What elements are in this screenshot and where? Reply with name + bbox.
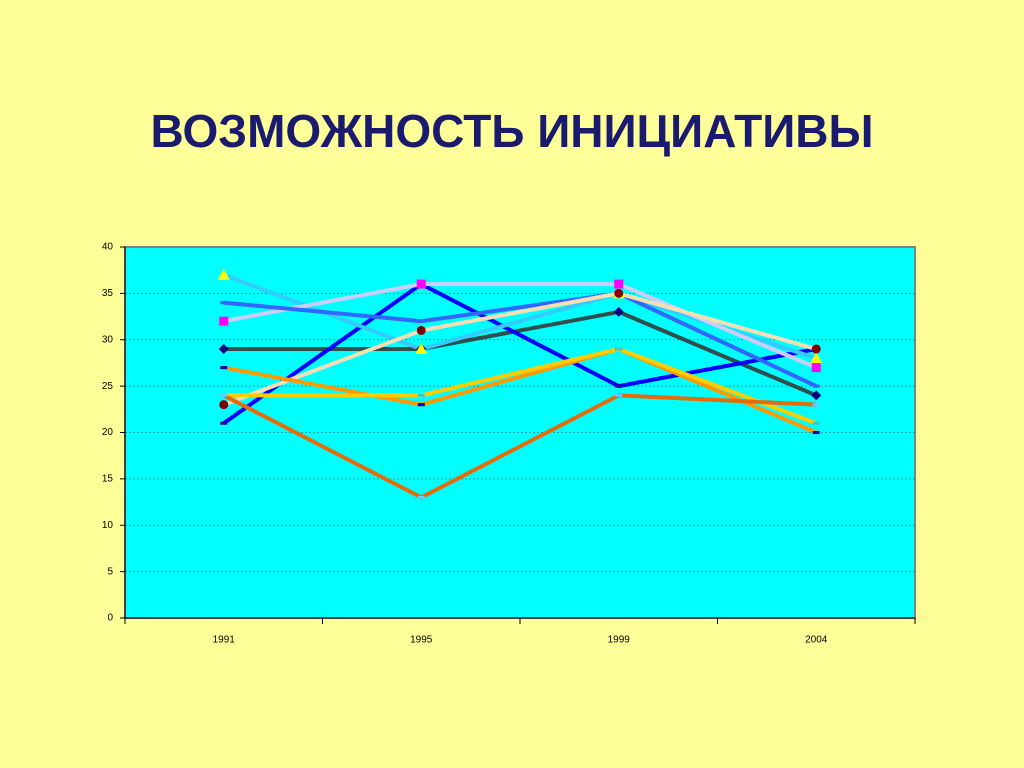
marker bbox=[812, 431, 820, 434]
y-tick-label: 25 bbox=[102, 381, 114, 392]
marker bbox=[220, 301, 228, 305]
marker bbox=[416, 325, 426, 335]
series-line bbox=[223, 282, 818, 370]
series-line bbox=[223, 309, 818, 398]
x-tick-label: 1999 bbox=[608, 635, 631, 646]
marker bbox=[416, 279, 426, 289]
marker bbox=[417, 495, 425, 499]
y-tick-label: 5 bbox=[107, 566, 113, 577]
marker bbox=[219, 400, 229, 410]
marker bbox=[811, 344, 821, 354]
marker bbox=[417, 403, 425, 407]
marker bbox=[812, 384, 820, 388]
y-tick-label: 0 bbox=[107, 613, 113, 624]
marker bbox=[811, 390, 822, 401]
x-tick-label: 1995 bbox=[410, 635, 433, 646]
x-tick-label: 2004 bbox=[805, 635, 828, 646]
marker bbox=[613, 306, 624, 317]
y-tick-label: 15 bbox=[102, 474, 114, 485]
y-tick-label: 30 bbox=[102, 334, 114, 345]
marker bbox=[615, 393, 623, 397]
marker bbox=[217, 268, 230, 280]
x-tick-label: 1991 bbox=[213, 635, 236, 646]
marker bbox=[417, 319, 425, 323]
marker bbox=[417, 393, 425, 397]
series-line bbox=[222, 393, 817, 500]
series-line bbox=[222, 282, 817, 425]
marker bbox=[415, 343, 428, 355]
y-tick-label: 40 bbox=[102, 242, 114, 253]
marker bbox=[220, 393, 228, 397]
marker bbox=[218, 344, 229, 355]
marker bbox=[615, 384, 623, 388]
marker bbox=[812, 421, 820, 425]
marker bbox=[219, 316, 229, 326]
series-line bbox=[223, 347, 817, 426]
marker bbox=[614, 279, 624, 289]
series-line bbox=[223, 291, 817, 407]
marker bbox=[614, 288, 624, 298]
marker bbox=[810, 352, 823, 364]
marker bbox=[811, 363, 821, 373]
y-tick-label: 10 bbox=[102, 520, 114, 531]
series-line bbox=[223, 291, 818, 388]
chart-title: ВОЗМОЖНОСТЬ ИНИЦИАТИВЫ bbox=[150, 105, 873, 157]
series-line bbox=[223, 347, 818, 435]
marker bbox=[615, 347, 623, 351]
y-tick-label: 35 bbox=[102, 288, 114, 299]
marker bbox=[220, 366, 228, 370]
y-tick-label: 20 bbox=[102, 427, 114, 438]
marker bbox=[220, 421, 228, 425]
marker bbox=[812, 403, 820, 407]
